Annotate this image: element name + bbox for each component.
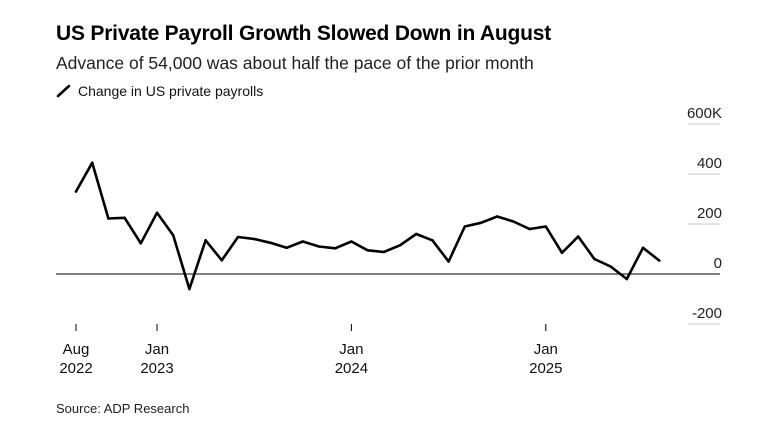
y-tick-label: 0 (714, 255, 722, 272)
x-tick-label-year: 2025 (529, 360, 562, 377)
legend: Change in US private payrolls (56, 83, 263, 99)
x-tick-label-year: 2024 (335, 360, 368, 377)
legend-label: Change in US private payrolls (78, 83, 264, 99)
x-tick-label-month: Jan (145, 341, 169, 358)
data-point (625, 277, 629, 281)
data-point (593, 257, 596, 261)
x-tick-label-month: Jan (534, 341, 558, 358)
data-point (252, 237, 256, 241)
data-point (317, 245, 321, 248)
data-point (301, 240, 305, 243)
data-point (236, 235, 240, 239)
y-tick-label: -200 (692, 305, 722, 322)
data-point (269, 241, 272, 245)
data-point (398, 243, 402, 247)
data-point (188, 287, 191, 291)
data-point (350, 240, 353, 243)
data-point (107, 217, 110, 220)
y-tick-label: 400 (697, 155, 722, 172)
y-tick-label: 600K (687, 105, 722, 122)
source-note: Source: ADP Research (56, 401, 190, 416)
x-tick-label-year: 2022 (59, 360, 92, 377)
data-point (609, 265, 612, 268)
data-point (123, 216, 126, 220)
data-point (641, 246, 645, 250)
data-point (74, 190, 78, 193)
data-point (414, 232, 418, 236)
series-line-private-payrolls (74, 161, 661, 291)
data-point (220, 258, 224, 262)
data-point (512, 220, 515, 223)
data-point (333, 246, 337, 250)
data-point (204, 238, 207, 242)
data-point (155, 211, 159, 215)
data-point (382, 250, 386, 254)
x-tick-label-month: Aug (63, 341, 90, 358)
x-tick-label-month: Jan (339, 341, 363, 358)
y-tick-label: 200 (697, 205, 722, 222)
data-point (528, 227, 531, 231)
data-point (139, 241, 143, 245)
data-point (544, 225, 548, 228)
data-point (576, 235, 580, 238)
x-tick-label-year: 2023 (140, 360, 173, 377)
data-point (447, 260, 450, 263)
chart-title: US Private Payroll Growth Slowed Down in… (56, 22, 552, 45)
data-point (495, 215, 499, 218)
chart-subtitle: Advance of 54,000 was about half the pac… (56, 53, 534, 73)
data-point (171, 233, 175, 237)
data-point (560, 251, 564, 255)
data-point (479, 221, 483, 225)
data-point (366, 248, 369, 252)
legend-line-icon (56, 84, 71, 98)
data-point (463, 225, 467, 228)
data-point (90, 161, 94, 165)
data-point (657, 259, 661, 262)
data-point (285, 246, 288, 250)
data-point (431, 238, 434, 242)
